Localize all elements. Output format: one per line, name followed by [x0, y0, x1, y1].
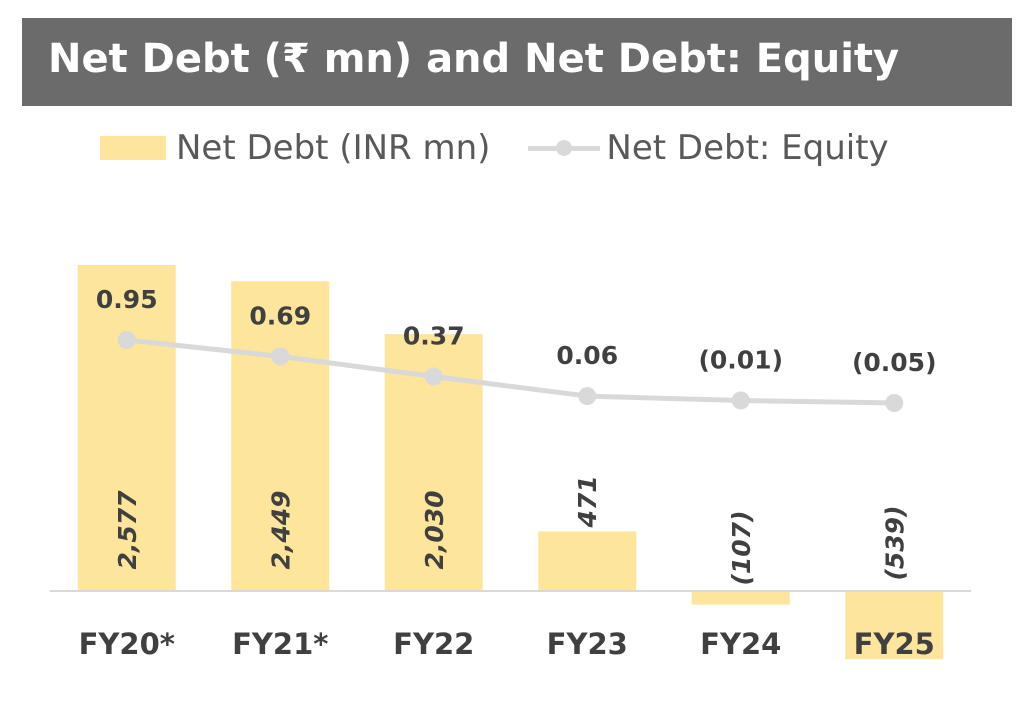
- bar-value-label: 2,449: [266, 490, 295, 569]
- bar-FY24: [691, 591, 790, 605]
- bar-FY20: [77, 265, 176, 591]
- ratio-value-label: 0.06: [556, 341, 618, 370]
- legend-label-net-debt: Net Debt (INR mn): [176, 128, 491, 168]
- bar-FY23: [538, 531, 637, 591]
- line-point: [885, 394, 904, 412]
- bar-value-label: 2,577: [113, 490, 142, 570]
- title-bar: Net Debt (₹ mn) and Net Debt: Equity: [22, 18, 1012, 106]
- bar-FY25: [845, 591, 944, 660]
- net-debt-equity-line: [126, 337, 895, 406]
- ratio-value-label: 0.95: [96, 285, 158, 314]
- category-label: FY20*: [79, 627, 175, 661]
- legend-line-swatch: [528, 136, 601, 160]
- legend-label-net-debt-equity: Net Debt: Equity: [606, 128, 889, 168]
- category-label: FY23: [547, 627, 628, 661]
- bar-FY21: [231, 281, 330, 591]
- legend-bar-swatch: [100, 136, 166, 160]
- category-label: FY22: [393, 627, 474, 661]
- line-point: [731, 391, 750, 410]
- line-point: [578, 387, 597, 406]
- ratio-value-label: (0.05): [852, 348, 937, 377]
- ratio-value-label: (0.01): [698, 345, 783, 374]
- line-point: [117, 331, 136, 349]
- category-label: FY21*: [232, 627, 328, 661]
- bar-value-label: (107): [727, 510, 756, 585]
- ratio-value-label: 0.69: [249, 301, 311, 330]
- ratio-value-label: 0.37: [403, 322, 465, 351]
- line-point: [271, 347, 290, 366]
- category-label: FY24: [700, 627, 781, 661]
- chart-title: Net Debt (₹ mn) and Net Debt: Equity: [48, 36, 900, 82]
- category-label: FY25: [854, 627, 935, 661]
- legend: Net Debt (INR mn) Net Debt: Equity: [100, 128, 889, 168]
- bar-value-label: 471: [573, 475, 602, 528]
- line-point: [424, 367, 443, 386]
- bar-value-label: (539): [880, 505, 909, 580]
- bar-value-label: 2,030: [420, 490, 449, 569]
